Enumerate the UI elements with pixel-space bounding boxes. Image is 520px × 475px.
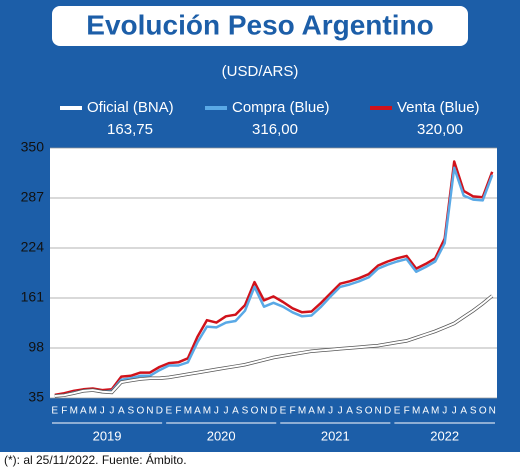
x-tick-label: J <box>338 406 343 417</box>
series-line <box>54 295 493 397</box>
legend-value: 316,00 <box>252 121 298 138</box>
legend-label: Compra (Blue) <box>232 99 330 116</box>
legend-label: Oficial (BNA) <box>87 99 174 116</box>
y-tick-label: 35 <box>28 389 44 405</box>
series-line <box>54 160 494 397</box>
x-tick-label: E <box>280 406 287 417</box>
x-tick-label: N <box>374 406 381 417</box>
x-tick-label: D <box>270 406 277 417</box>
x-tick-label: D <box>156 406 163 417</box>
x-tick-label: A <box>194 406 201 417</box>
x-tick-label: S <box>242 406 249 417</box>
year-label: 2022 <box>430 428 459 443</box>
y-tick-label: 98 <box>28 339 44 355</box>
x-tick-label: J <box>328 406 333 417</box>
x-tick-label: E <box>394 406 401 417</box>
x-tick-label: J <box>223 406 228 417</box>
x-tick-label: N <box>489 406 496 417</box>
title-box <box>52 6 468 46</box>
y-tick-label: 287 <box>21 189 45 205</box>
series-line <box>54 166 494 398</box>
x-tick-label: A <box>308 406 315 417</box>
x-tick-label: A <box>80 406 87 417</box>
y-tick-label: 224 <box>21 239 45 255</box>
x-tick-label: M <box>412 406 420 417</box>
footnote: (*): al 25/11/2022. Fuente: Ámbito. <box>4 452 187 467</box>
x-tick-label: J <box>452 406 457 417</box>
x-tick-label: N <box>146 406 153 417</box>
x-tick-label: F <box>61 406 67 417</box>
x-tick-label: J <box>214 406 219 417</box>
x-tick-label: F <box>289 406 295 417</box>
x-tick-label: J <box>442 406 447 417</box>
x-tick-label: S <box>356 406 363 417</box>
plot-area <box>50 148 497 398</box>
legend-value: 163,75 <box>107 121 153 138</box>
x-tick-label: N <box>260 406 267 417</box>
x-tick-label: M <box>203 406 211 417</box>
x-tick-label: O <box>479 406 487 417</box>
x-tick-label: M <box>184 406 192 417</box>
x-tick-label: O <box>365 406 373 417</box>
y-tick-label: 161 <box>21 289 45 305</box>
x-tick-label: A <box>118 406 125 417</box>
x-tick-label: S <box>470 406 477 417</box>
year-label: 2019 <box>93 428 122 443</box>
x-tick-label: J <box>100 406 105 417</box>
x-tick-label: S <box>128 406 135 417</box>
x-tick-label: M <box>70 406 78 417</box>
legend-label: Venta (Blue) <box>397 99 480 116</box>
x-tick-label: A <box>460 406 467 417</box>
x-tick-label: E <box>166 406 173 417</box>
x-tick-label: M <box>298 406 306 417</box>
legend-value: 320,00 <box>417 121 463 138</box>
x-tick-label: A <box>422 406 429 417</box>
chart-subtitle: (USD/ARS) <box>222 63 299 80</box>
x-tick-label: M <box>89 406 97 417</box>
x-tick-label: E <box>51 406 58 417</box>
y-tick-label: 350 <box>21 139 45 155</box>
x-tick-label: J <box>109 406 114 417</box>
x-tick-label: A <box>232 406 239 417</box>
chart-title: Evolución Peso Argentino <box>86 9 433 40</box>
x-tick-label: O <box>136 406 144 417</box>
year-label: 2021 <box>321 428 350 443</box>
x-tick-label: A <box>346 406 353 417</box>
x-tick-label: D <box>384 406 391 417</box>
year-label: 2020 <box>207 428 236 443</box>
x-tick-label: M <box>317 406 325 417</box>
x-tick-label: F <box>175 406 181 417</box>
x-tick-label: M <box>431 406 439 417</box>
x-tick-label: F <box>404 406 410 417</box>
x-tick-label: O <box>251 406 259 417</box>
